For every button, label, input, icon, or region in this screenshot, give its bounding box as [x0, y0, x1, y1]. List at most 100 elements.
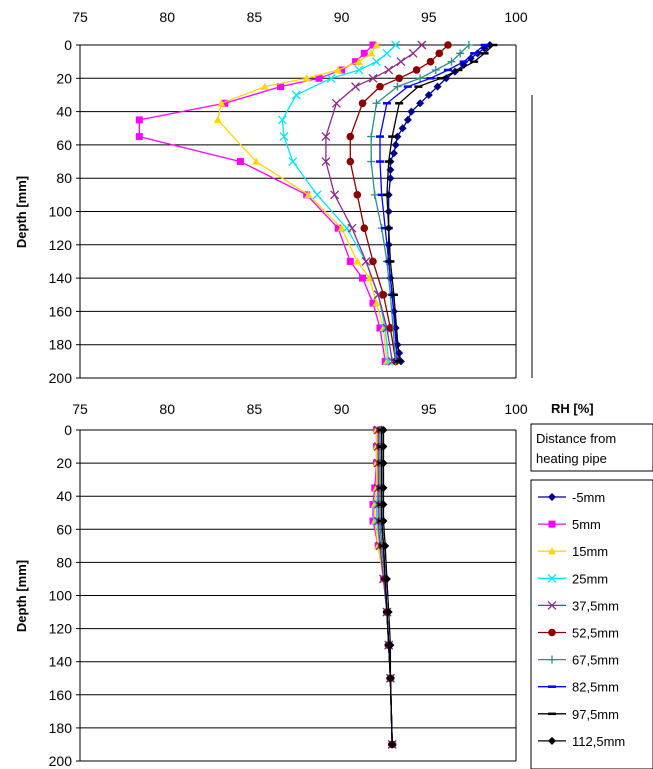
- series-bottom: [369, 425, 397, 749]
- data-point-top-5mm: [135, 133, 143, 141]
- axes-bottom: 0 20 40 60 80 100 120 140 160 180 200 75 80 85 90 95 100: [49, 401, 528, 769]
- data-point-top-5mm: [369, 299, 377, 307]
- legend-title-line-1: Distance from: [536, 431, 616, 446]
- data-point-top-37-5mm: [347, 223, 357, 233]
- axes-top: 0 20 40 60 80 100 120 140 160 180 200 75 80 85 90 95 100: [49, 9, 528, 386]
- chart-bottom: 0 20 40 60 80 100 120 140 160 180 200 75 80 85 90 95 100…: [14, 401, 528, 769]
- y-tick-label-bottom: 200: [49, 753, 73, 769]
- data-point-top-25mm: [312, 190, 322, 200]
- data-point-top-5mm: [459, 60, 468, 69]
- y-tick-label-bottom: 180: [49, 720, 73, 736]
- data-point-top-37-5mm: [396, 57, 406, 67]
- data-point-top-5mm: [334, 224, 342, 232]
- legend-label: 52,5mm: [572, 626, 619, 641]
- data-point-top-52-5mm: [376, 82, 384, 91]
- data-point-top-15mm: [302, 74, 311, 82]
- y-tick-label-bottom: 160: [49, 687, 73, 703]
- data-point-top-15mm: [213, 115, 222, 124]
- series-line-top-97-5mm: [386, 44, 494, 362]
- x-tick-label-top: 100: [504, 9, 528, 25]
- legend-marker: [548, 547, 556, 555]
- data-point-top-67-5mm: [370, 190, 379, 199]
- y-tick-label-bottom: 40: [56, 488, 72, 504]
- y-tick-label-bottom: 120: [49, 621, 73, 637]
- x-tick-label-bottom: 85: [247, 401, 263, 417]
- legend-item: 82,5mm: [538, 680, 619, 695]
- data-point-top-52-5mm: [353, 191, 362, 199]
- legend-label: 82,5mm: [572, 680, 619, 695]
- data-point-top-52-5mm: [444, 41, 452, 49]
- legend-label: 25mm: [572, 571, 608, 586]
- legend-title-line-2: heating pipe: [536, 451, 607, 466]
- y-tick-label-top: 20: [56, 70, 72, 86]
- x-tick-label-bottom: 75: [72, 401, 88, 417]
- y-tick-label-top: 120: [49, 237, 73, 253]
- data-point-top-25mm: [382, 48, 392, 58]
- data-point-top-5mm: [221, 99, 229, 107]
- data-point-top-37-5mm: [321, 157, 331, 167]
- data-point-top-67-5mm: [367, 157, 376, 166]
- data-point-top-37-5mm: [368, 73, 378, 83]
- legend-label: 37,5mm: [572, 598, 619, 613]
- data-point-top-25mm: [288, 157, 298, 167]
- legend-marker: [547, 573, 557, 583]
- data-point-top-37-5mm: [361, 256, 371, 266]
- legend-label: 97,5mm: [572, 707, 619, 722]
- legend-item: 52,5mm: [538, 626, 619, 641]
- x-tick-label-bottom: 100: [504, 401, 528, 417]
- x-tick-label-top: 85: [247, 9, 263, 25]
- series-line-top-15mm: [217, 44, 388, 362]
- data-point-bottom-112-5mm: [379, 426, 388, 434]
- y-tick-label-top: 80: [56, 170, 72, 186]
- grid-bottom: [80, 429, 517, 762]
- y-tick-label-bottom: 140: [49, 654, 73, 670]
- data-point-top-15mm: [365, 274, 374, 282]
- data-point-top-67-5mm: [416, 74, 425, 83]
- y-tick-label-top: 0: [64, 37, 72, 53]
- data-point-bottom-112-5mm: [382, 574, 391, 583]
- legend-item: 5mm: [538, 517, 601, 532]
- data-point-top-25mm: [291, 90, 301, 100]
- chart-top: 0 20 40 60 80 100 120 140 160 180 200 75 80 85 90 95 100…: [14, 9, 594, 416]
- data-point-top-67-5mm: [393, 82, 402, 91]
- data-point-bottom-112-5mm: [386, 641, 395, 650]
- data-point-top-5mm: [338, 66, 346, 74]
- data-point-top-52-5mm: [412, 66, 421, 74]
- legend-label: 67,5mm: [572, 653, 619, 668]
- data-point-top-67-5mm: [447, 57, 456, 66]
- legend-item: 67,5mm: [538, 653, 619, 668]
- data-point-top-5mm: [391, 140, 400, 149]
- data-point-top-52-5mm: [358, 99, 367, 108]
- data-point-top-52-5mm: [395, 74, 403, 83]
- data-point-top-37-5mm: [351, 82, 361, 92]
- data-point-top-52-5mm: [435, 49, 444, 58]
- data-point-top-5mm: [466, 54, 475, 63]
- series-line-top-67-5mm: [370, 44, 470, 362]
- data-point-top-15mm: [367, 49, 376, 57]
- data-point-top-5mm: [135, 116, 143, 124]
- series-line-top-5mm: [388, 44, 491, 362]
- data-point-top-5mm: [236, 158, 244, 166]
- y-tick-label-top: 200: [49, 370, 73, 386]
- data-point-top-67-5mm: [367, 132, 376, 141]
- data-point-top-37-5mm: [330, 190, 340, 200]
- data-point-bottom-112-5mm: [386, 674, 395, 683]
- data-point-top-52-5mm: [346, 157, 355, 166]
- data-point-top-5mm: [384, 240, 393, 249]
- data-point-top-15mm: [217, 99, 226, 107]
- y-tick-label-bottom: 20: [56, 455, 72, 471]
- data-point-top-25mm: [326, 73, 336, 83]
- series-top: [135, 40, 498, 366]
- legend-title-frame: [530, 423, 653, 472]
- legend-label: -5mm: [572, 490, 605, 505]
- data-point-top-5mm: [393, 132, 402, 141]
- data-point-top-5mm: [424, 90, 433, 99]
- data-point-bottom-112-5mm: [379, 500, 388, 509]
- data-point-top-52-5mm: [346, 132, 355, 141]
- data-point-top-67-5mm: [372, 99, 381, 108]
- y-tick-label-top: 40: [56, 104, 72, 120]
- legend-marker: [548, 655, 556, 664]
- data-point-bottom-112-5mm: [379, 459, 388, 468]
- data-point-top-52-5mm: [360, 224, 369, 232]
